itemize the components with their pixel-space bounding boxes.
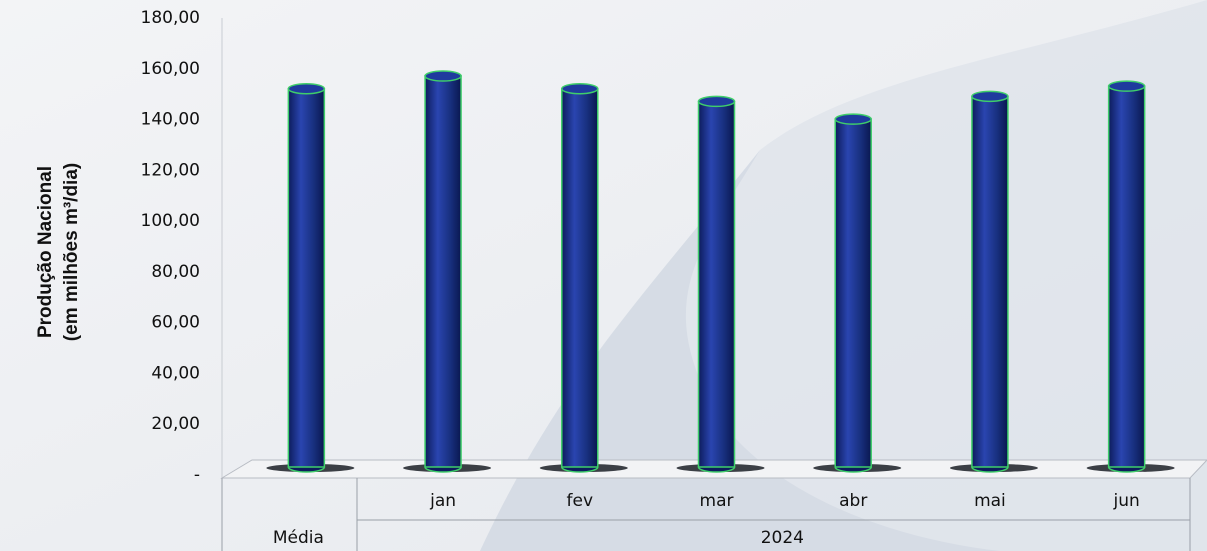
y-tick-label: 20,00 — [151, 414, 200, 434]
x-group-label: Média — [273, 528, 324, 548]
x-tick-label: jan — [429, 491, 456, 511]
x-tick-label: fev — [567, 491, 594, 511]
bar — [287, 87, 326, 468]
y-tick-label: 160,00 — [141, 59, 200, 79]
y-axis-label: (em milhões m³/dia) — [61, 163, 82, 341]
bar-top — [1107, 80, 1146, 92]
category-table — [221, 478, 1191, 551]
x-tick-label: abr — [839, 491, 867, 511]
y-tick-label: 80,00 — [151, 262, 200, 282]
y-tick-label: 120,00 — [141, 160, 200, 180]
bar-top — [697, 95, 736, 108]
bar-top — [971, 90, 1009, 103]
bar — [1107, 85, 1146, 468]
y-tick-label: 140,00 — [141, 110, 200, 130]
bar-top — [287, 82, 326, 95]
bar-top — [424, 70, 462, 82]
bar — [971, 95, 1009, 468]
y-axis-label: Produção Nacional — [35, 166, 56, 338]
y-tick-label: - — [194, 465, 200, 485]
y-tick-label: 180,00 — [141, 8, 200, 28]
x-tick-label: jun — [1113, 491, 1140, 511]
bar-top — [834, 113, 872, 125]
x-tick-label: mai — [974, 491, 1006, 511]
bar — [561, 87, 599, 468]
y-tick-label: 60,00 — [151, 313, 200, 333]
y-tick-label: 40,00 — [151, 363, 200, 383]
bar-top — [561, 82, 599, 95]
background-shape — [480, 150, 1000, 551]
x-tick-label: mar — [700, 491, 734, 511]
bar — [697, 100, 736, 468]
bar — [424, 75, 462, 468]
y-tick-label: 100,00 — [141, 211, 200, 231]
bar — [834, 118, 872, 468]
x-group-label: 2024 — [761, 528, 804, 548]
